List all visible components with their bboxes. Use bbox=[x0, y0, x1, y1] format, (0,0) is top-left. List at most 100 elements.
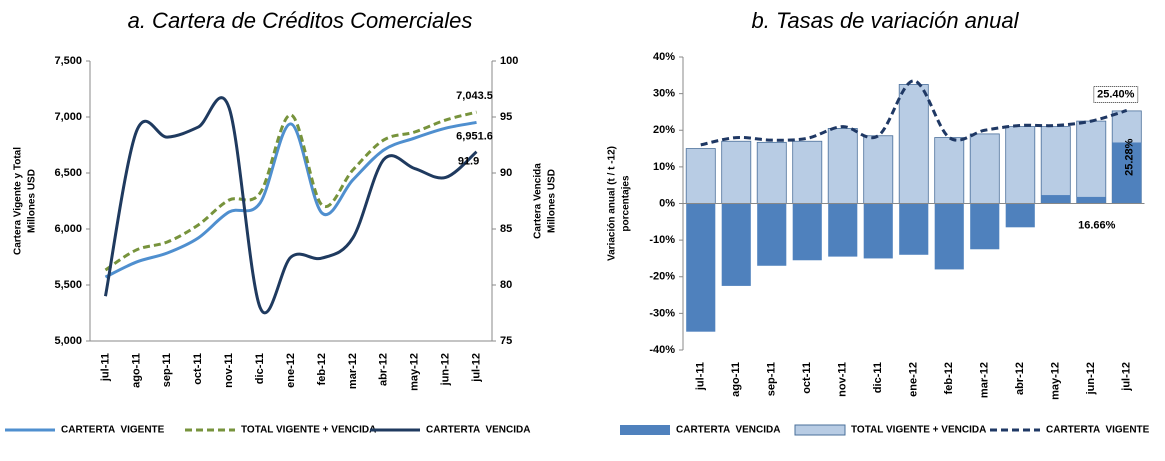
series-line bbox=[700, 79, 1128, 147]
bar bbox=[969, 133, 1000, 204]
bar bbox=[1076, 120, 1107, 204]
y-tick-label: 0% bbox=[659, 197, 675, 209]
x-tick-label: jun-12 bbox=[440, 353, 452, 386]
y-tick-label: 10% bbox=[653, 161, 675, 173]
y2-tick-label: 100 bbox=[500, 55, 518, 67]
x-tick-label: mar-12 bbox=[979, 362, 991, 398]
x-tick-label: mar-12 bbox=[347, 353, 359, 389]
data-label: 6,951.6 bbox=[456, 130, 493, 142]
bar bbox=[792, 140, 823, 204]
bar bbox=[827, 128, 858, 204]
bar bbox=[686, 203, 716, 332]
bar bbox=[1040, 126, 1071, 204]
x-tick-label: sep-11 bbox=[766, 362, 778, 396]
x-tick-label: sep-11 bbox=[161, 353, 173, 387]
data-label: 16.66% bbox=[1078, 219, 1116, 231]
axis-title: Millones USD bbox=[547, 169, 558, 233]
y-tick-label: 5,000 bbox=[54, 335, 82, 347]
bar bbox=[1076, 196, 1106, 204]
bar bbox=[934, 137, 965, 204]
x-tick-label: may-12 bbox=[409, 353, 421, 391]
x-tick-label: oct-11 bbox=[801, 362, 813, 394]
legend-swatch bbox=[794, 424, 846, 436]
data-label-box bbox=[1093, 85, 1139, 103]
x-tick-label: dic-11 bbox=[254, 353, 266, 384]
y-tick-label: 20% bbox=[653, 124, 675, 136]
bar bbox=[1112, 142, 1142, 204]
x-tick-label: jun-12 bbox=[1085, 362, 1097, 395]
chart-title: b. Tasas de variación anual bbox=[751, 8, 1019, 33]
legend-label: CARTERTA VENCIDA bbox=[676, 425, 780, 436]
bar bbox=[757, 203, 787, 266]
x-tick-label: ago-11 bbox=[730, 362, 742, 397]
axis-title: Cartera Vencida bbox=[533, 163, 544, 239]
axis-title: Millones USD bbox=[27, 169, 38, 233]
series-line bbox=[104, 110, 477, 272]
y-tick-label: 40% bbox=[653, 51, 675, 63]
x-tick-label: dic-11 bbox=[872, 362, 884, 393]
bar bbox=[863, 135, 894, 204]
x-tick-label: jul-12 bbox=[470, 353, 482, 383]
bar bbox=[756, 141, 787, 204]
y2-tick-label: 75 bbox=[500, 335, 512, 347]
y-tick-label: 6,500 bbox=[54, 167, 82, 179]
x-tick-label: ene-12 bbox=[285, 353, 297, 388]
x-tick-label: nov-11 bbox=[223, 353, 235, 388]
legend-label: CARTERTA VENCIDA bbox=[426, 425, 530, 436]
y2-tick-label: 90 bbox=[500, 167, 512, 179]
bar bbox=[1041, 195, 1071, 204]
legend-label: TOTAL VIGENTE + VENCIDA bbox=[241, 425, 376, 436]
data-label: 91.9 bbox=[458, 156, 479, 168]
y-tick-label: 7,000 bbox=[54, 111, 82, 123]
axis-title: porcentajes bbox=[621, 175, 632, 232]
y-tick-label: -40% bbox=[649, 344, 675, 356]
legend-label: TOTAL VIGENTE + VENCIDA bbox=[851, 425, 986, 436]
bar bbox=[863, 203, 893, 259]
legend-label: CARTERTA VIGENTE bbox=[61, 425, 165, 436]
data-label: 7,043.5 bbox=[456, 90, 493, 102]
legend-label: CARTERTA VIGENTE bbox=[1046, 425, 1150, 436]
bar bbox=[828, 203, 858, 257]
bar bbox=[1005, 203, 1035, 228]
axis-title: Variación anual (t / t -12) bbox=[607, 146, 618, 261]
bar bbox=[721, 140, 752, 204]
y2-tick-label: 80 bbox=[500, 279, 512, 291]
bar bbox=[792, 203, 822, 261]
y-tick-label: 5,500 bbox=[54, 279, 82, 291]
series-line bbox=[103, 96, 478, 315]
y-tick-label: 7,500 bbox=[54, 55, 82, 67]
chart-title: a. Cartera de Créditos Comerciales bbox=[128, 8, 473, 33]
data-label: 25.28% bbox=[1124, 138, 1136, 176]
bar bbox=[970, 203, 1000, 250]
y-tick-label: 30% bbox=[653, 88, 675, 100]
legend-swatch bbox=[620, 425, 670, 435]
x-tick-label: abr-12 bbox=[1014, 362, 1026, 395]
y-tick-label: -10% bbox=[649, 234, 675, 246]
x-tick-label: nov-11 bbox=[837, 362, 849, 397]
x-tick-label: may-12 bbox=[1050, 362, 1062, 400]
bar bbox=[899, 203, 929, 255]
x-tick-label: ago-11 bbox=[130, 353, 142, 388]
y2-tick-label: 85 bbox=[500, 223, 512, 235]
bar bbox=[721, 203, 751, 286]
axis-title: Cartera Vigente y Total bbox=[13, 147, 24, 255]
y-tick-label: -30% bbox=[649, 307, 675, 319]
bar bbox=[934, 203, 964, 270]
bar bbox=[898, 84, 929, 204]
x-tick-label: jul-11 bbox=[695, 362, 707, 391]
x-tick-label: ene-12 bbox=[908, 362, 920, 397]
x-tick-label: jul-11 bbox=[99, 353, 111, 382]
y-tick-label: -20% bbox=[649, 271, 675, 283]
x-tick-label: oct-11 bbox=[192, 353, 204, 385]
y-tick-label: 6,000 bbox=[54, 223, 82, 235]
x-tick-label: feb-12 bbox=[316, 353, 328, 385]
series-line bbox=[104, 120, 477, 279]
x-tick-label: jul-12 bbox=[1121, 362, 1133, 392]
x-tick-label: abr-12 bbox=[378, 353, 390, 386]
bar bbox=[1005, 126, 1036, 204]
data-label: 25.40% bbox=[1097, 88, 1135, 100]
y2-tick-label: 95 bbox=[500, 111, 512, 123]
bar bbox=[685, 148, 716, 204]
x-tick-label: feb-12 bbox=[943, 362, 955, 394]
